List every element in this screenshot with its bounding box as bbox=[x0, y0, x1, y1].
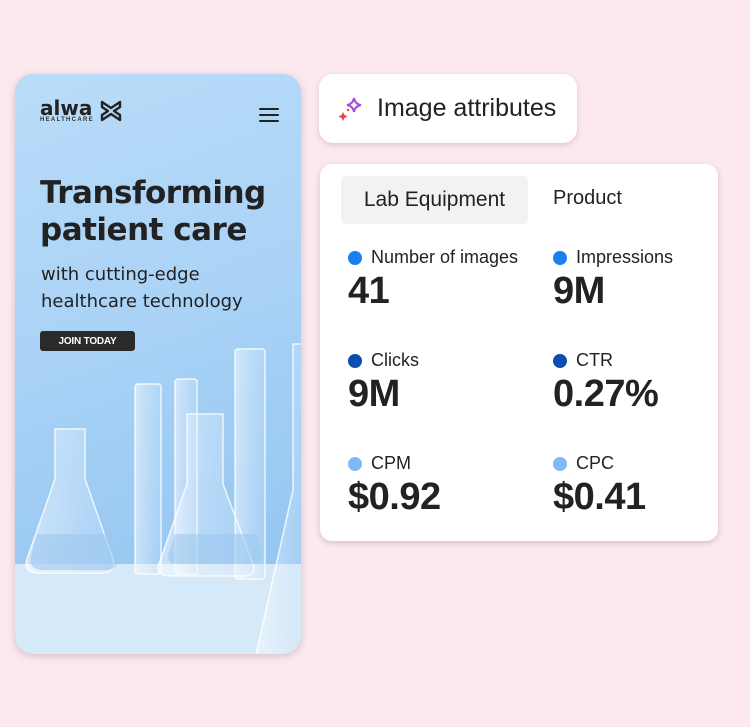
metric-cpc: CPC $0.41 bbox=[553, 453, 733, 519]
alwa-logo: alwa HEALTHCARE bbox=[40, 98, 124, 124]
tab-product[interactable]: Product bbox=[553, 186, 622, 209]
headline-line: Transforming bbox=[40, 175, 266, 211]
landing-page-preview: alwa HEALTHCARE Transforming patient car… bbox=[15, 74, 301, 654]
metric-label: Impressions bbox=[553, 247, 733, 268]
lab-glassware-image bbox=[15, 343, 301, 654]
metric-label-text: Clicks bbox=[371, 350, 419, 370]
metric-value: 41 bbox=[348, 270, 390, 312]
metric-label: CTR bbox=[553, 350, 733, 371]
metric-value: 9M bbox=[348, 373, 400, 415]
metric-value: $0.41 bbox=[553, 476, 646, 518]
hamburger-menu-icon[interactable] bbox=[259, 108, 279, 122]
metric-label: CPM bbox=[348, 453, 528, 474]
metrics-panel: Lab Equipment Product Number of images 41… bbox=[320, 164, 718, 541]
metric-value: 0.27% bbox=[553, 373, 659, 415]
subheadline-line: with cutting-edge bbox=[41, 264, 200, 285]
metric-clicks: Clicks 9M bbox=[348, 350, 528, 416]
sparkle-icon bbox=[338, 97, 362, 121]
metric-label-text: Impressions bbox=[576, 247, 674, 267]
legend-dot-icon bbox=[553, 456, 567, 471]
metric-label-text: CTR bbox=[576, 350, 613, 370]
metric-number-of-images: Number of images 41 bbox=[348, 247, 528, 313]
subheadline-line: healthcare technology bbox=[41, 291, 243, 312]
legend-dot-icon bbox=[348, 456, 362, 471]
metric-label-text: CPM bbox=[371, 453, 411, 473]
metric-label: CPC bbox=[553, 453, 733, 474]
legend-dot-icon bbox=[348, 353, 362, 368]
logo-word: alwa bbox=[40, 96, 93, 120]
legend-dot-icon bbox=[348, 250, 362, 265]
headline: Transforming patient care bbox=[40, 175, 266, 249]
metric-label-text: Number of images bbox=[371, 247, 519, 267]
metric-label: Clicks bbox=[348, 350, 528, 371]
legend-dot-icon bbox=[553, 353, 567, 368]
metric-label-text: CPC bbox=[576, 453, 615, 473]
chip-label: Image attributes bbox=[377, 94, 557, 122]
cross-logo-icon bbox=[100, 100, 122, 122]
join-today-button[interactable]: JOIN TODAY bbox=[40, 331, 135, 351]
metric-label: Number of images bbox=[348, 247, 528, 268]
image-attributes-chip[interactable]: Image attributes bbox=[319, 74, 577, 143]
metric-cpm: CPM $0.92 bbox=[348, 453, 528, 519]
legend-dot-icon bbox=[553, 250, 567, 265]
headline-line: patient care bbox=[40, 212, 247, 248]
tab-lab-equipment[interactable]: Lab Equipment bbox=[341, 176, 528, 224]
subheadline: with cutting-edge healthcare technology bbox=[41, 261, 243, 315]
metric-ctr: CTR 0.27% bbox=[553, 350, 733, 416]
logo-sub: HEALTHCARE bbox=[40, 117, 94, 123]
metric-value: 9M bbox=[553, 270, 605, 312]
metric-impressions: Impressions 9M bbox=[553, 247, 733, 313]
metric-value: $0.92 bbox=[348, 476, 441, 518]
